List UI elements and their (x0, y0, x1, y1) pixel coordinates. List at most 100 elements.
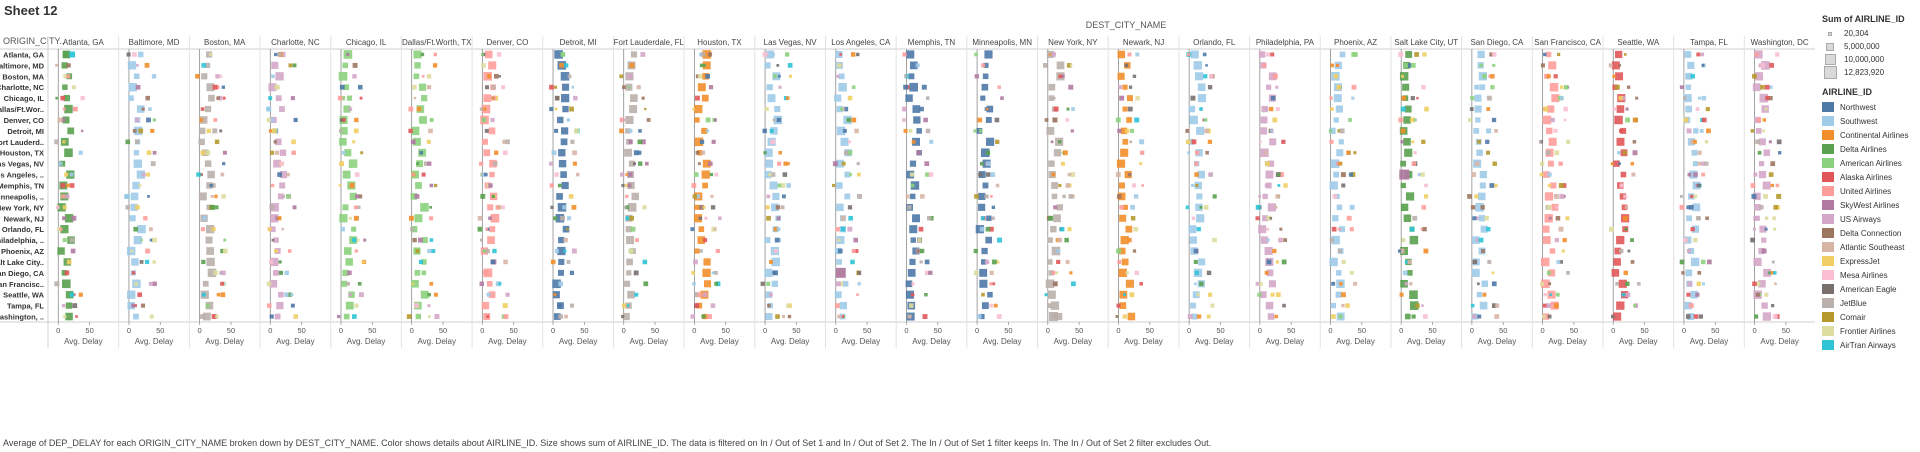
dest-column-header[interactable]: Minneapolis, MN (972, 38, 1032, 47)
data-mark[interactable] (1258, 225, 1267, 234)
data-mark[interactable] (1402, 83, 1410, 91)
data-mark[interactable] (984, 259, 990, 265)
data-mark[interactable] (1697, 96, 1701, 100)
data-mark[interactable] (351, 314, 357, 319)
data-mark[interactable] (977, 314, 982, 319)
data-mark[interactable] (1551, 94, 1560, 103)
data-mark[interactable] (1192, 291, 1200, 299)
data-mark[interactable] (1771, 260, 1775, 264)
data-mark[interactable] (1494, 314, 1500, 319)
data-mark[interactable] (563, 249, 567, 253)
data-mark[interactable] (1197, 83, 1206, 92)
data-mark[interactable] (765, 313, 773, 321)
data-mark[interactable] (500, 205, 505, 210)
data-mark[interactable] (846, 117, 851, 123)
data-mark[interactable] (1686, 205, 1691, 210)
data-mark[interactable] (1333, 74, 1339, 79)
data-mark[interactable] (1265, 161, 1270, 167)
data-mark[interactable] (925, 172, 930, 177)
data-mark[interactable] (782, 172, 788, 177)
data-mark[interactable] (274, 150, 280, 155)
data-mark[interactable] (633, 150, 639, 156)
data-mark[interactable] (851, 117, 857, 123)
data-mark[interactable] (1051, 52, 1056, 57)
data-mark[interactable] (221, 194, 226, 199)
data-mark[interactable] (1546, 270, 1551, 275)
data-mark[interactable] (917, 238, 922, 243)
data-mark[interactable] (429, 238, 434, 242)
data-mark[interactable] (212, 128, 218, 134)
color-legend-item[interactable]: Mesa Airlines (1822, 268, 1918, 282)
data-mark[interactable] (1553, 74, 1558, 79)
data-mark[interactable] (907, 314, 912, 319)
data-mark[interactable] (1132, 74, 1137, 78)
data-mark[interactable] (64, 270, 70, 276)
data-mark[interactable] (986, 105, 994, 113)
data-mark[interactable] (206, 128, 211, 134)
data-mark[interactable] (569, 303, 575, 308)
data-mark[interactable] (562, 105, 569, 113)
data-mark[interactable] (346, 52, 350, 57)
data-mark[interactable] (775, 205, 781, 210)
data-mark[interactable] (345, 301, 354, 310)
data-mark[interactable] (486, 315, 490, 318)
data-mark[interactable] (695, 74, 700, 79)
data-mark[interactable] (1346, 150, 1351, 155)
data-mark[interactable] (1750, 237, 1756, 243)
data-mark[interactable] (1764, 84, 1770, 90)
data-mark[interactable] (1066, 107, 1070, 111)
data-mark[interactable] (549, 183, 554, 188)
data-mark[interactable] (205, 236, 213, 244)
data-mark[interactable] (274, 313, 281, 320)
data-mark[interactable] (1566, 270, 1570, 275)
data-mark[interactable] (564, 63, 569, 68)
data-mark[interactable] (125, 139, 131, 145)
data-mark[interactable] (626, 270, 632, 276)
data-mark[interactable] (718, 216, 722, 221)
data-mark[interactable] (1345, 303, 1350, 308)
data-mark[interactable] (1266, 259, 1272, 265)
data-mark[interactable] (919, 260, 923, 264)
data-mark[interactable] (1608, 63, 1613, 68)
data-mark[interactable] (124, 194, 130, 199)
data-mark[interactable] (1411, 314, 1416, 319)
data-mark[interactable] (974, 194, 979, 199)
data-mark[interactable] (212, 84, 218, 90)
data-mark[interactable] (275, 95, 282, 102)
data-mark[interactable] (1203, 205, 1209, 210)
origin-row-header[interactable]: New York, NY (0, 203, 44, 212)
data-mark[interactable] (984, 50, 993, 59)
data-mark[interactable] (698, 226, 705, 233)
data-mark[interactable] (66, 259, 72, 265)
data-mark[interactable] (1405, 192, 1415, 201)
data-mark[interactable] (275, 216, 280, 221)
data-mark[interactable] (624, 183, 629, 188)
data-mark[interactable] (849, 173, 852, 177)
data-mark[interactable] (564, 314, 568, 319)
data-mark[interactable] (1469, 107, 1474, 111)
data-mark[interactable] (1559, 260, 1563, 264)
data-mark[interactable] (1275, 107, 1280, 112)
data-mark[interactable] (220, 281, 224, 286)
color-legend-item[interactable]: SkyWest Airlines (1822, 198, 1918, 212)
data-mark[interactable] (216, 96, 220, 100)
data-mark[interactable] (195, 74, 200, 79)
data-mark[interactable] (702, 159, 711, 168)
data-mark[interactable] (1760, 63, 1766, 68)
data-mark[interactable] (271, 128, 277, 134)
data-mark[interactable] (487, 236, 495, 244)
data-mark[interactable] (267, 303, 272, 308)
data-mark[interactable] (1774, 282, 1777, 286)
data-mark[interactable] (489, 159, 497, 168)
data-mark[interactable] (1624, 227, 1628, 231)
origin-row-header[interactable]: Charlotte, NC (0, 83, 45, 92)
data-mark[interactable] (1476, 149, 1483, 156)
data-mark[interactable] (1700, 161, 1706, 166)
data-mark[interactable] (1475, 216, 1479, 221)
data-mark[interactable] (126, 52, 131, 57)
data-mark[interactable] (925, 128, 931, 134)
data-mark[interactable] (491, 194, 495, 199)
data-mark[interactable] (1210, 303, 1215, 308)
data-mark[interactable] (694, 137, 704, 147)
data-mark[interactable] (1541, 314, 1546, 319)
